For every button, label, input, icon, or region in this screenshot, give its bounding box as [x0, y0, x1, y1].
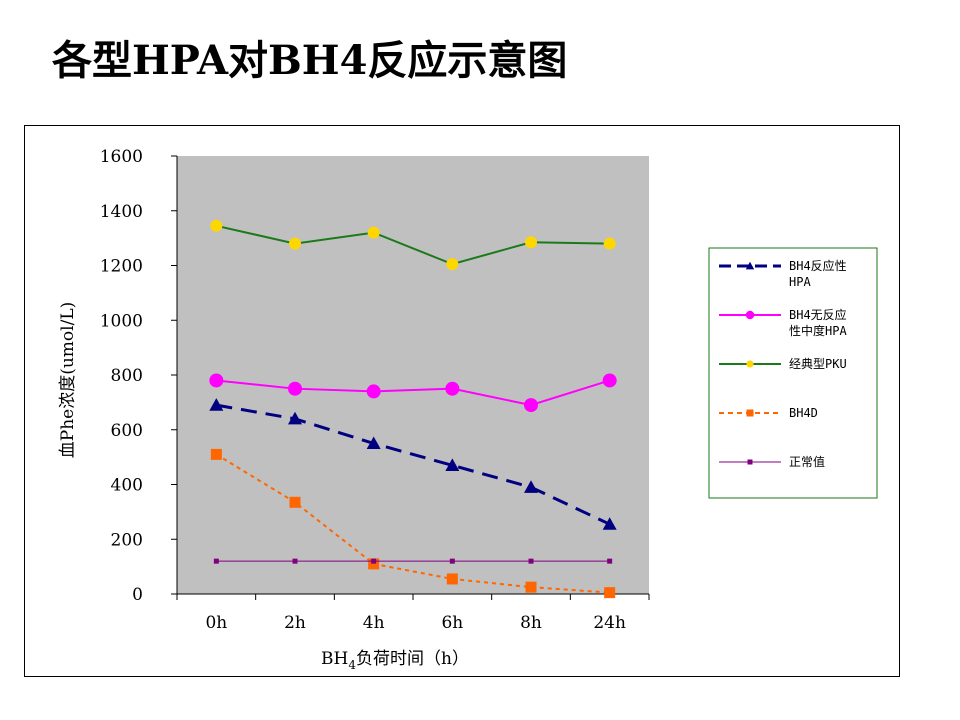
- data-point-s4-p4: [528, 558, 534, 564]
- slide-title: 各型HPA对BH4反应示意图: [52, 37, 568, 84]
- data-point-s0-p1: [288, 411, 302, 425]
- y-tick-label: 1400: [100, 202, 143, 222]
- legend-box: [708, 247, 878, 499]
- y-tick-label: 600: [111, 421, 143, 441]
- data-point-s3-p1: [289, 496, 301, 508]
- chart-frame: 0 200 400 600 800 1000 1200 1400 1600 0h 2h 4h 6h 8h 2…: [24, 125, 900, 677]
- y-tick-label: 800: [111, 366, 143, 386]
- data-point-s3-p3: [446, 573, 458, 585]
- y-axis-title: 血Phe浓度(umol/L): [58, 302, 78, 458]
- series-line-0: [216, 403, 611, 526]
- data-point-s1-p5: [602, 373, 617, 388]
- legend-label-4: 正常值: [789, 454, 825, 469]
- y-tick-label: 1000: [100, 311, 143, 331]
- legend-label-0: HPA: [789, 275, 811, 289]
- data-point-s2-p0: [210, 219, 223, 232]
- legend-label-0: BH4反应性: [789, 258, 847, 273]
- data-point-s2-p5: [603, 237, 616, 250]
- legend-marker-3: [746, 409, 754, 417]
- legend-label-2: 经典型PKU: [789, 357, 847, 371]
- y-tick-label: 1200: [100, 257, 143, 277]
- data-point-s4-p3: [449, 558, 455, 564]
- data-point-s3-p0: [210, 448, 222, 460]
- data-point-s2-p3: [446, 258, 459, 271]
- x-tick-label: 0h: [205, 613, 227, 633]
- series-line-3: [215, 453, 610, 594]
- x-tick-label: 8h: [520, 613, 542, 633]
- data-point-s0-p3: [445, 458, 460, 471]
- legend-marker-0: [745, 261, 755, 270]
- data-point-s0-p0: [209, 398, 224, 411]
- data-point-s1-p4: [524, 398, 538, 413]
- data-point-s1-p2: [366, 384, 381, 399]
- y-tick-label: 200: [111, 530, 143, 550]
- legend-marker-4: [747, 459, 753, 465]
- data-point-s2-p1: [289, 237, 301, 250]
- line-chart: 0 200 400 600 800 1000 1200 1400 1600 0h 2h 4h 6h 8h 2…: [58, 147, 878, 672]
- series-line-1: [216, 379, 610, 407]
- y-tick-label: 0: [132, 585, 143, 605]
- data-point-s3-p5: [604, 587, 616, 599]
- data-point-s2-p2: [367, 226, 380, 239]
- data-point-s1-p0: [209, 373, 224, 388]
- data-point-s0-p5: [602, 517, 617, 530]
- x-axis-title: BH4负荷时间（h）: [321, 649, 469, 672]
- x-tick-label: 4h: [363, 613, 385, 633]
- data-point-s2-p4: [525, 236, 537, 249]
- data-point-s3-p2: [368, 558, 380, 570]
- y-tick-label: 1600: [100, 147, 143, 167]
- series-line-2: [216, 224, 610, 266]
- legend-label-3: BH4D: [789, 406, 818, 420]
- data-point-s1-p1: [288, 381, 302, 396]
- data-point-s4-p0: [213, 558, 219, 564]
- legend-marker-1: [745, 310, 755, 320]
- plot-area: [177, 156, 649, 594]
- data-point-s4-p1: [292, 558, 298, 564]
- x-tick-label: 6h: [441, 613, 463, 633]
- data-point-s0-p2: [366, 436, 381, 450]
- y-tick-label: 400: [111, 476, 143, 496]
- legend-label-1: 性中度HPA: [789, 323, 847, 338]
- data-point-s3-p4: [525, 581, 537, 593]
- data-point-s4-p5: [607, 558, 613, 564]
- data-point-s4-p2: [371, 558, 377, 564]
- x-tick-label: 24h: [593, 613, 626, 633]
- data-point-s0-p4: [524, 480, 538, 493]
- x-tick-label: 2h: [284, 613, 306, 633]
- data-point-s1-p3: [445, 381, 460, 396]
- legend-marker-2: [746, 360, 754, 368]
- legend-label-1: BH4无反应: [789, 307, 847, 322]
